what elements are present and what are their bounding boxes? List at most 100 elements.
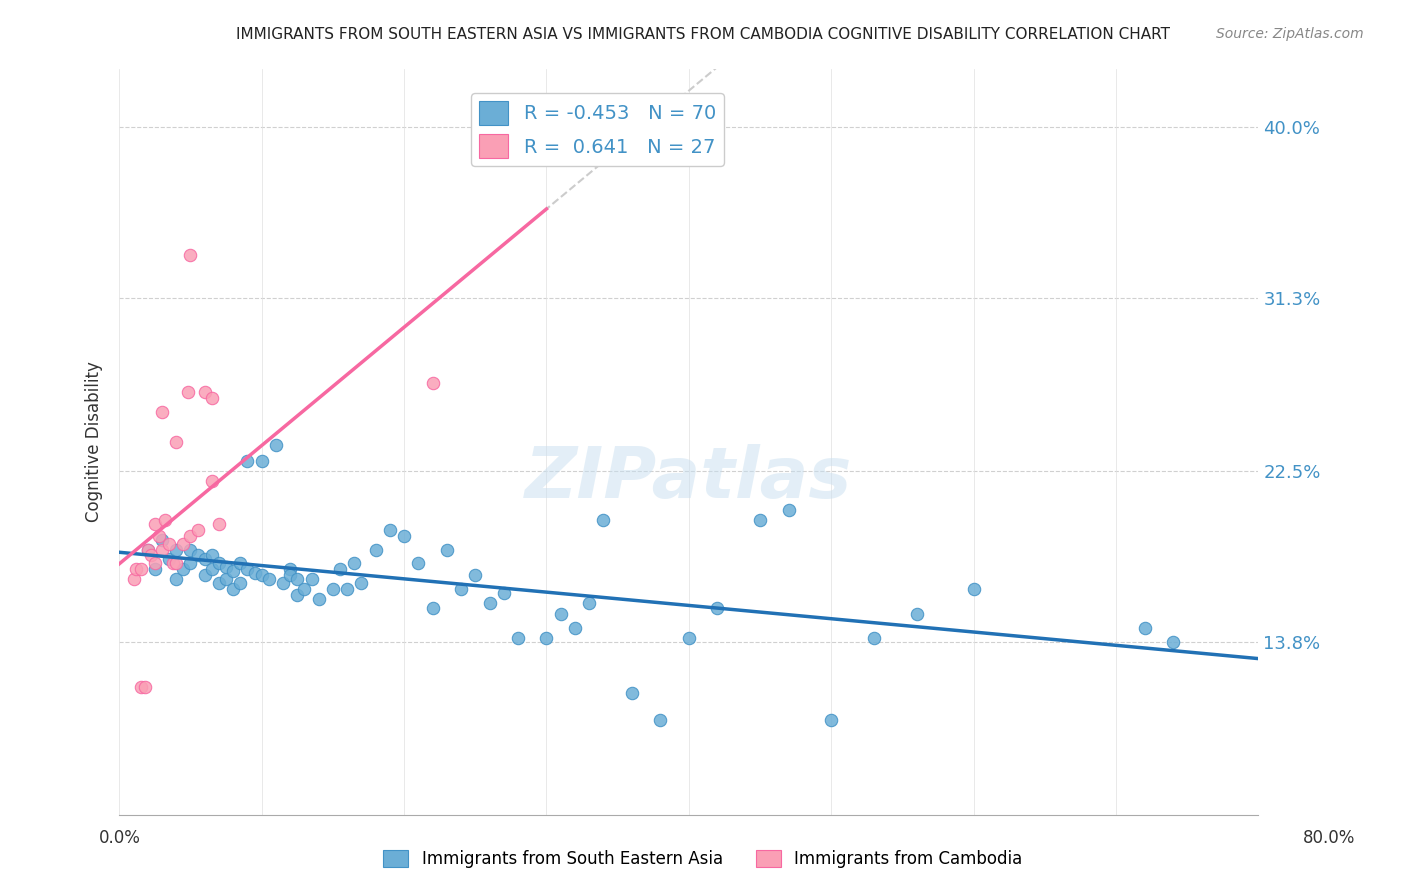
Point bbox=[172, 536, 194, 550]
Point bbox=[564, 621, 586, 635]
Point bbox=[122, 572, 145, 586]
Point bbox=[271, 575, 294, 590]
Point bbox=[436, 542, 458, 557]
Point bbox=[322, 582, 344, 596]
Point bbox=[194, 568, 217, 582]
Y-axis label: Cognitive Disability: Cognitive Disability bbox=[86, 361, 103, 522]
Text: ZIPatlas: ZIPatlas bbox=[526, 444, 852, 513]
Point bbox=[278, 562, 301, 576]
Point bbox=[229, 556, 252, 570]
Point bbox=[236, 454, 259, 468]
Point bbox=[364, 542, 387, 557]
Text: IMMIGRANTS FROM SOUTH EASTERN ASIA VS IMMIGRANTS FROM CAMBODIA COGNITIVE DISABIL: IMMIGRANTS FROM SOUTH EASTERN ASIA VS IM… bbox=[236, 27, 1170, 42]
Point bbox=[179, 556, 201, 570]
Point bbox=[336, 582, 359, 596]
Legend: R = -0.453   N = 70, R =  0.641   N = 27: R = -0.453 N = 70, R = 0.641 N = 27 bbox=[471, 93, 724, 166]
Point bbox=[143, 562, 166, 576]
Point bbox=[863, 631, 886, 645]
Point bbox=[201, 474, 224, 488]
Point bbox=[506, 631, 529, 645]
Point bbox=[422, 376, 444, 390]
Point bbox=[250, 454, 273, 468]
Point bbox=[139, 549, 162, 563]
Point bbox=[201, 562, 224, 576]
Point bbox=[187, 549, 209, 563]
Point bbox=[350, 575, 373, 590]
Point bbox=[1161, 634, 1184, 648]
Point bbox=[308, 591, 330, 606]
Point bbox=[165, 556, 187, 570]
Point bbox=[157, 536, 180, 550]
Point bbox=[329, 562, 352, 576]
Point bbox=[150, 405, 173, 419]
Point bbox=[201, 549, 224, 563]
Point bbox=[153, 513, 176, 527]
Point bbox=[963, 582, 986, 596]
Point bbox=[778, 503, 800, 517]
Point bbox=[148, 529, 170, 543]
Point bbox=[578, 595, 600, 609]
Point bbox=[292, 582, 315, 596]
Text: Source: ZipAtlas.com: Source: ZipAtlas.com bbox=[1216, 27, 1364, 41]
Point bbox=[215, 560, 238, 574]
Point bbox=[650, 714, 672, 728]
Point bbox=[179, 529, 201, 543]
Point bbox=[222, 582, 245, 596]
Point bbox=[378, 523, 401, 537]
Point bbox=[165, 542, 187, 557]
Point bbox=[136, 542, 159, 557]
Point bbox=[176, 385, 198, 400]
Point bbox=[165, 434, 187, 449]
Point bbox=[264, 438, 287, 452]
Point bbox=[179, 542, 201, 557]
Point bbox=[229, 575, 252, 590]
Point bbox=[162, 556, 184, 570]
Point bbox=[706, 601, 728, 615]
Point bbox=[201, 392, 224, 406]
Point bbox=[278, 568, 301, 582]
Point bbox=[236, 562, 259, 576]
Point bbox=[194, 385, 217, 400]
Point bbox=[749, 513, 772, 527]
Point bbox=[492, 585, 515, 599]
Point bbox=[905, 607, 928, 622]
Point bbox=[150, 533, 173, 547]
Point bbox=[678, 631, 700, 645]
Point bbox=[134, 680, 156, 694]
Point bbox=[165, 572, 187, 586]
Text: 80.0%: 80.0% bbox=[1302, 829, 1355, 847]
Point bbox=[478, 595, 501, 609]
Point bbox=[129, 562, 152, 576]
Point bbox=[536, 631, 558, 645]
Point bbox=[215, 572, 238, 586]
Point bbox=[179, 248, 201, 262]
Point bbox=[820, 714, 842, 728]
Point bbox=[129, 680, 152, 694]
Point bbox=[222, 564, 245, 578]
Point bbox=[301, 572, 323, 586]
Point bbox=[150, 542, 173, 557]
Point bbox=[592, 513, 614, 527]
Point bbox=[257, 572, 280, 586]
Point bbox=[243, 566, 266, 580]
Point bbox=[422, 601, 444, 615]
Point bbox=[343, 556, 366, 570]
Point bbox=[208, 575, 231, 590]
Point bbox=[125, 562, 148, 576]
Point bbox=[620, 686, 643, 700]
Point bbox=[172, 562, 194, 576]
Point bbox=[550, 607, 572, 622]
Point bbox=[143, 556, 166, 570]
Point bbox=[208, 516, 231, 531]
Point bbox=[143, 516, 166, 531]
Point bbox=[285, 572, 308, 586]
Point bbox=[285, 588, 308, 602]
Point bbox=[1133, 621, 1156, 635]
Point bbox=[208, 556, 231, 570]
Point bbox=[187, 523, 209, 537]
Point bbox=[194, 552, 217, 566]
Legend: Immigrants from South Eastern Asia, Immigrants from Cambodia: Immigrants from South Eastern Asia, Immi… bbox=[377, 843, 1029, 875]
Point bbox=[450, 582, 472, 596]
Point bbox=[408, 556, 430, 570]
Point bbox=[250, 568, 273, 582]
